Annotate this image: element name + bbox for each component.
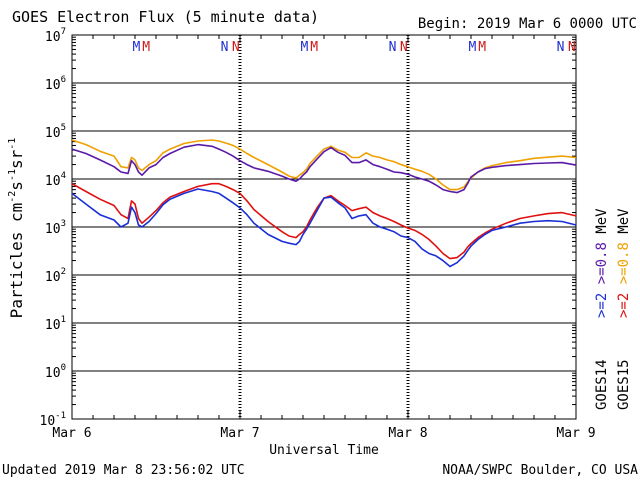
marker-label-10: N: [557, 40, 565, 55]
y-axis-label-tail: sr: [7, 149, 26, 169]
x-axis-label: Universal Time: [269, 443, 379, 458]
marker-label-7: N: [400, 40, 408, 55]
series-goes15-line-0: [71, 139, 577, 191]
y-axis-label-exp3: -1: [7, 138, 18, 150]
updated-timestamp: Updated 2019 Mar 8 23:56:02 UTC: [2, 463, 245, 478]
y-axis-label-base: Particles cm: [7, 203, 26, 319]
y-tick-label-0: 107: [45, 27, 66, 45]
marker-label-1: M: [142, 40, 150, 55]
marker-label-11: N: [568, 40, 576, 55]
legend-entry-0: >=2: [616, 293, 632, 318]
data-source-credit: NOAA/SWPC Boulder, CO USA: [442, 463, 638, 478]
y-axis-label-mid: s: [7, 181, 26, 191]
y-tick-label-2: 105: [45, 123, 66, 141]
marker-label-2: N: [221, 40, 229, 55]
marker-label-9: M: [478, 40, 486, 55]
legend-entry-1: >=0.8: [616, 242, 632, 293]
x-tick-label-3: Mar 9: [556, 426, 595, 441]
legend-entry-2: MeV: [594, 208, 610, 242]
marker-label-3: N: [232, 40, 240, 55]
x-tick-label-2: Mar 8: [388, 426, 427, 441]
minor-ticks: [71, 35, 577, 419]
series-goes14-line-3: [71, 188, 577, 268]
marker-label-0: M: [132, 40, 140, 55]
y-tick-label-7: 100: [45, 363, 66, 381]
y-tick-label-5: 102: [45, 267, 66, 285]
y-axis-label-exp1: -2: [7, 191, 18, 203]
marker-label-5: M: [310, 40, 318, 55]
legend: GOES14 >=2 >=0.8 MeV GOES15 >=2 >=0.8 MeV: [594, 208, 632, 410]
y-tick-label-6: 101: [45, 315, 66, 333]
y-tick-label-8: 10-1: [40, 411, 67, 429]
y-tick-labels: 107 106 105 104 103 102 101 100 10-1: [40, 27, 67, 429]
series-layer: [71, 139, 577, 268]
y-tick-label-1: 106: [45, 75, 66, 93]
x-tick-labels: Mar 6 Mar 7 Mar 8 Mar 9: [52, 426, 595, 441]
x-tick-label-1: Mar 7: [220, 426, 259, 441]
chart-title: GOES Electron Flux (5 minute data): [12, 8, 319, 26]
marker-label-6: N: [389, 40, 397, 55]
legend-goes15-label: GOES15: [616, 359, 632, 410]
y-axis-label-exp2: -1: [7, 169, 18, 181]
marker-label-4: M: [300, 40, 308, 55]
marker-label-8: M: [468, 40, 476, 55]
legend-entry-0: >=2: [594, 293, 610, 318]
legend-entry-2: MeV: [616, 208, 632, 242]
series-goes15-line-2: [71, 182, 577, 260]
legend-goes14-label: GOES14: [594, 359, 610, 410]
series-goes14-line-1: [71, 143, 577, 194]
legend-goes15-entries: >=2 >=0.8 MeV: [616, 208, 632, 318]
y-axis-label: Particles cm-2s-1sr-1: [7, 138, 26, 319]
begin-time-label: Begin: 2019 Mar 6 0000 UTC: [418, 16, 637, 32]
y-tick-label-3: 104: [45, 171, 66, 189]
legend-goes14-entries: >=2 >=0.8 MeV: [594, 208, 610, 318]
legend-entry-1: >=0.8: [594, 242, 610, 293]
x-tick-label-0: Mar 6: [52, 426, 91, 441]
y-tick-label-4: 103: [45, 219, 66, 237]
